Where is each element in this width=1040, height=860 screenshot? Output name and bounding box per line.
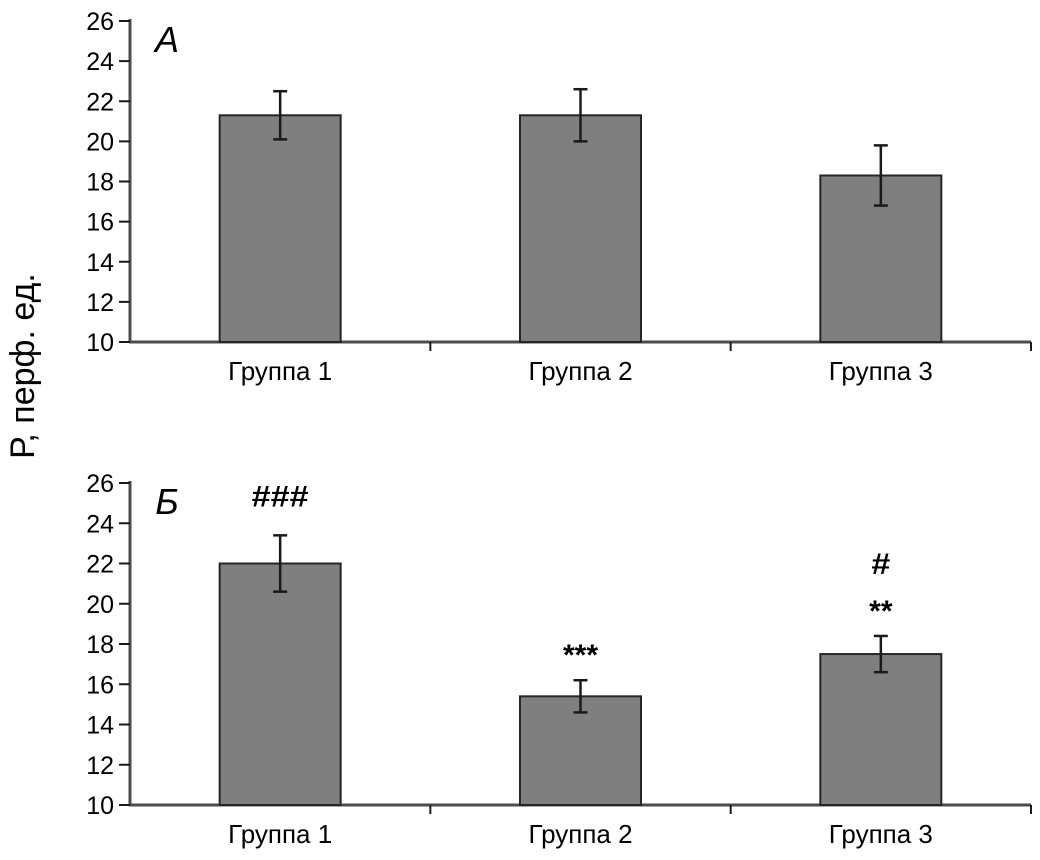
x-category-label: Группа 3 xyxy=(829,819,933,849)
bar-А-1 xyxy=(218,114,342,343)
panel-label: Б xyxy=(155,481,178,522)
y-tick-label: 18 xyxy=(86,169,114,197)
y-tick-label: 26 xyxy=(86,470,114,498)
panel-А: А 10 12 14 16 18 20 22 24 26 Группа 1 Группа 2 Групп… xyxy=(86,8,1032,386)
x-category-label: Группа 1 xyxy=(228,356,332,386)
x-category-label: Группа 1 xyxy=(228,819,332,849)
y-tick-label: 20 xyxy=(86,591,114,619)
y-tick-label: 24 xyxy=(86,48,114,76)
y-tick-label: 10 xyxy=(86,792,114,820)
y-axis-label: Р, перф. ед. xyxy=(4,273,42,459)
bar-Б-1 xyxy=(218,562,342,806)
y-tick-label: 22 xyxy=(86,551,114,579)
y-tick-label: 24 xyxy=(86,510,114,538)
y-tick-label: 12 xyxy=(86,289,114,317)
bar-Б-3 xyxy=(819,653,943,806)
panel-label: А xyxy=(153,19,179,60)
y-tick-label: 26 xyxy=(86,8,114,36)
x-category-label: Группа 3 xyxy=(829,356,933,386)
x-category-label: Группа 2 xyxy=(528,819,632,849)
y-tick-label: 14 xyxy=(86,712,114,740)
y-tick-label: 18 xyxy=(86,631,114,659)
significance-annotation: ### xyxy=(252,480,309,513)
significance-annotation: *** xyxy=(563,639,598,672)
significance-annotation: ** xyxy=(869,595,893,628)
y-tick-label: 10 xyxy=(86,329,114,357)
y-tick-label: 12 xyxy=(86,752,114,780)
y-tick-label: 20 xyxy=(86,128,114,156)
significance-annotation: # xyxy=(871,548,890,581)
bar-А-2 xyxy=(519,114,642,343)
y-tick-label: 22 xyxy=(86,88,114,116)
y-tick-label: 14 xyxy=(86,249,114,277)
y-tick-label: 16 xyxy=(86,209,114,237)
y-tick-label: 16 xyxy=(86,671,114,699)
panel-Б: Б 10 12 14 16 18 20 22 24 26 ### Группа 1 *** Группа … xyxy=(86,470,1032,849)
x-category-label: Группа 2 xyxy=(528,356,632,386)
